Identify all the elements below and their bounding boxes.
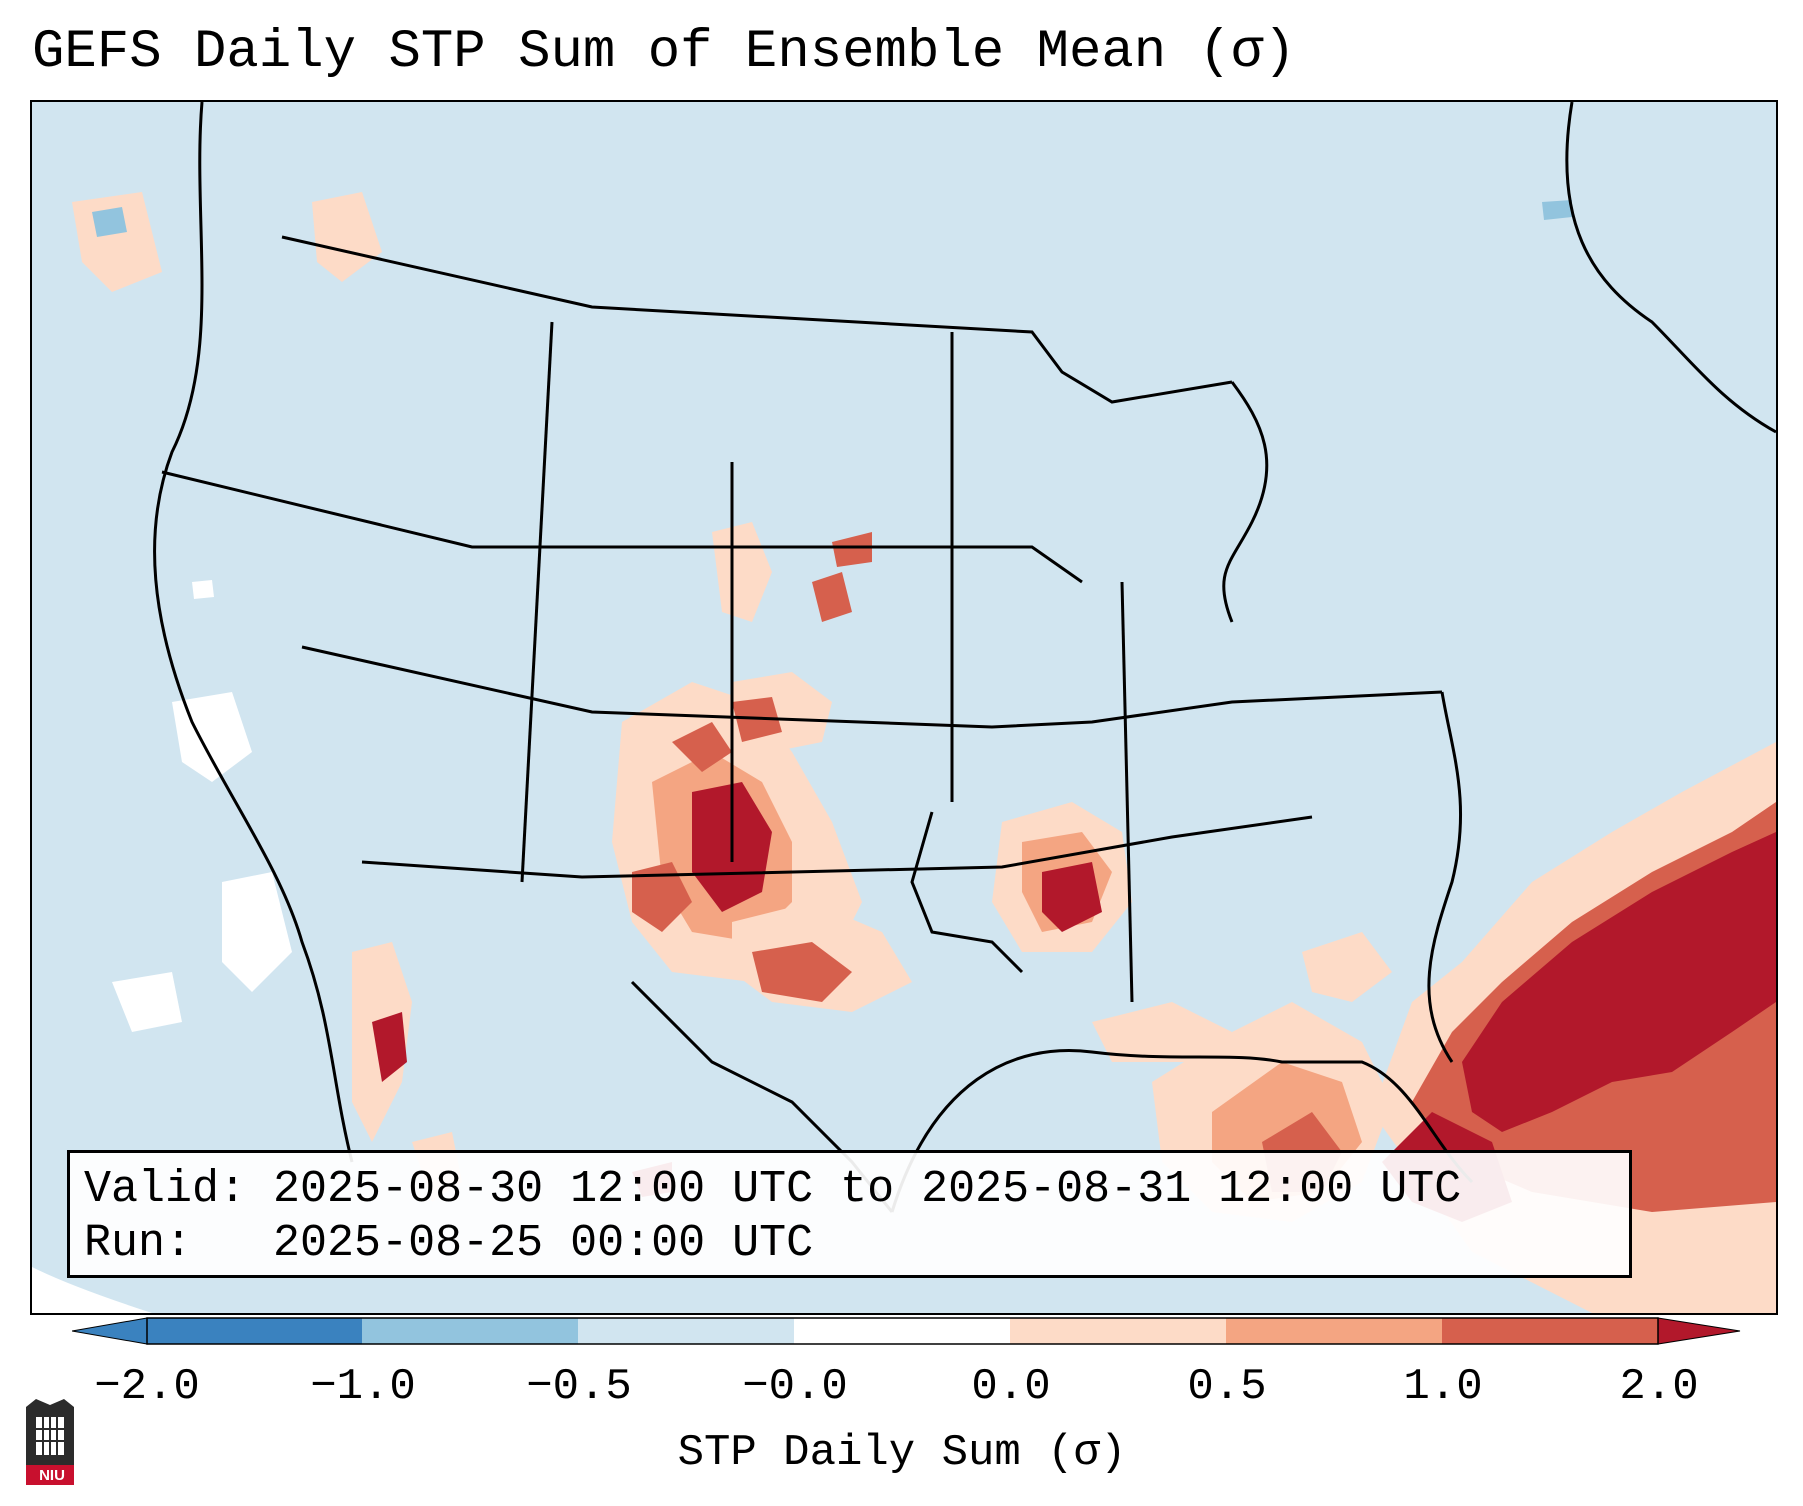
colorbar-segment-3 (794, 1318, 1010, 1344)
tick-label: −2.0 (94, 1362, 200, 1412)
colorbar-segment-2 (578, 1318, 794, 1344)
gulf-coastline (890, 1049, 1474, 1213)
colorbar (72, 1317, 1741, 1345)
colorbar-segment-7 (1657, 1317, 1741, 1345)
mississippi-line (1120, 581, 1134, 1003)
northern-states-line (161, 470, 1083, 584)
map-title: GEFS Daily STP Sum of Ensemble Mean (σ) (32, 22, 1296, 83)
niu-logo-icon (26, 1399, 74, 1485)
arkansas-anomaly-region (992, 802, 1132, 952)
southern-states-line (361, 815, 1313, 879)
colorbar-segment-4 (1010, 1318, 1226, 1344)
tick-label: −0.5 (526, 1362, 632, 1412)
valid-value: 2025-08-30 12:00 UTC to 2025-08-31 12:00… (273, 1164, 1462, 1215)
colorbar-segment-0b (147, 1318, 362, 1344)
nevada-utah-line (520, 321, 554, 883)
tick-label: 2.0 (1619, 1362, 1699, 1412)
canada-maritime-line (1565, 102, 1776, 434)
run-label: Run: (84, 1218, 193, 1269)
tick-label: 1.0 (1403, 1362, 1483, 1412)
tick-label: −0.0 (742, 1362, 848, 1412)
map-panel (30, 100, 1778, 1315)
valid-info-box: Valid: 2025-08-30 12:00 UTC to 2025-08-3… (67, 1150, 1632, 1278)
valid-label: Valid: (84, 1164, 247, 1215)
colorbar-segment-1 (362, 1318, 578, 1344)
tick-label: 0.0 (971, 1362, 1051, 1412)
colorbar-outline (146, 1317, 1659, 1345)
pacific-northwest-anomaly-region (72, 192, 1572, 292)
logo-text: NIU (39, 1467, 65, 1484)
west-coastline (153, 102, 354, 1163)
central-states-line (301, 645, 1443, 729)
stp-map (32, 102, 1776, 1313)
colorbar-segment-6 (1442, 1318, 1658, 1344)
great-lakes-outline (1222, 381, 1269, 623)
tick-label: 0.5 (1187, 1362, 1267, 1412)
neutral-patches (112, 580, 292, 1032)
valid-row: Valid: 2025-08-30 12:00 UTC to 2025-08-3… (84, 1163, 1615, 1217)
run-row: Run: 2025-08-25 00:00 UTC (84, 1217, 1615, 1271)
projection-edge (32, 1267, 152, 1313)
boundary-lines (153, 102, 1776, 1213)
colorbar-segment-0 (72, 1317, 148, 1345)
us-canada-border (281, 235, 1233, 404)
colorbar-segment-5 (1226, 1318, 1442, 1344)
oklahoma-texas-line (910, 811, 1024, 974)
colorbar-label: STP Daily Sum (σ) (677, 1428, 1127, 1478)
run-value: 2025-08-25 00:00 UTC (273, 1218, 814, 1269)
east-coastline (1427, 691, 1463, 1063)
tick-label: −1.0 (310, 1362, 416, 1412)
